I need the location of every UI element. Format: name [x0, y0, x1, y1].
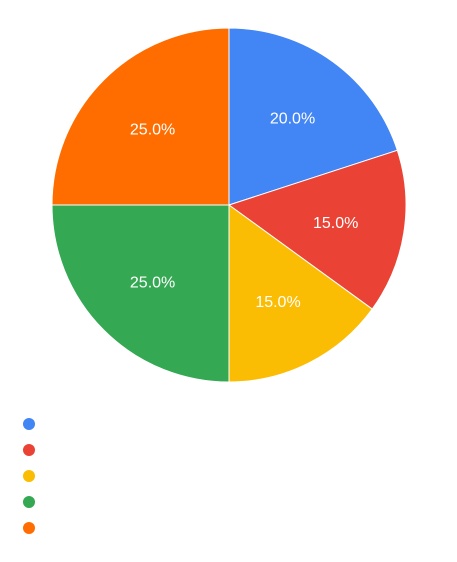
slice-label-3: 15.0%: [255, 294, 300, 311]
legend-marker-1[interactable]: [23, 418, 35, 430]
slice-label-1: 20.0%: [270, 111, 315, 128]
legend-marker-2[interactable]: [23, 444, 35, 456]
legend-marker-4[interactable]: [23, 496, 35, 508]
legend-marker-3[interactable]: [23, 470, 35, 482]
slice-label-4: 25.0%: [130, 274, 175, 291]
pie-slice-4[interactable]: [51, 204, 230, 383]
pie-slice-1[interactable]: [228, 27, 398, 206]
legend-marker-5[interactable]: [23, 522, 35, 534]
slice-labels: 20.0% 15.0% 15.0% 25.0% 25.0%: [130, 111, 358, 312]
pie-slice-3[interactable]: [228, 204, 373, 383]
pie-slice-2[interactable]: [227, 149, 407, 310]
pie-slices: [51, 27, 407, 383]
legend: [23, 418, 35, 534]
slice-label-2: 15.0%: [313, 215, 358, 232]
slice-label-5: 25.0%: [130, 122, 175, 139]
pie-slice-5[interactable]: [51, 27, 230, 206]
